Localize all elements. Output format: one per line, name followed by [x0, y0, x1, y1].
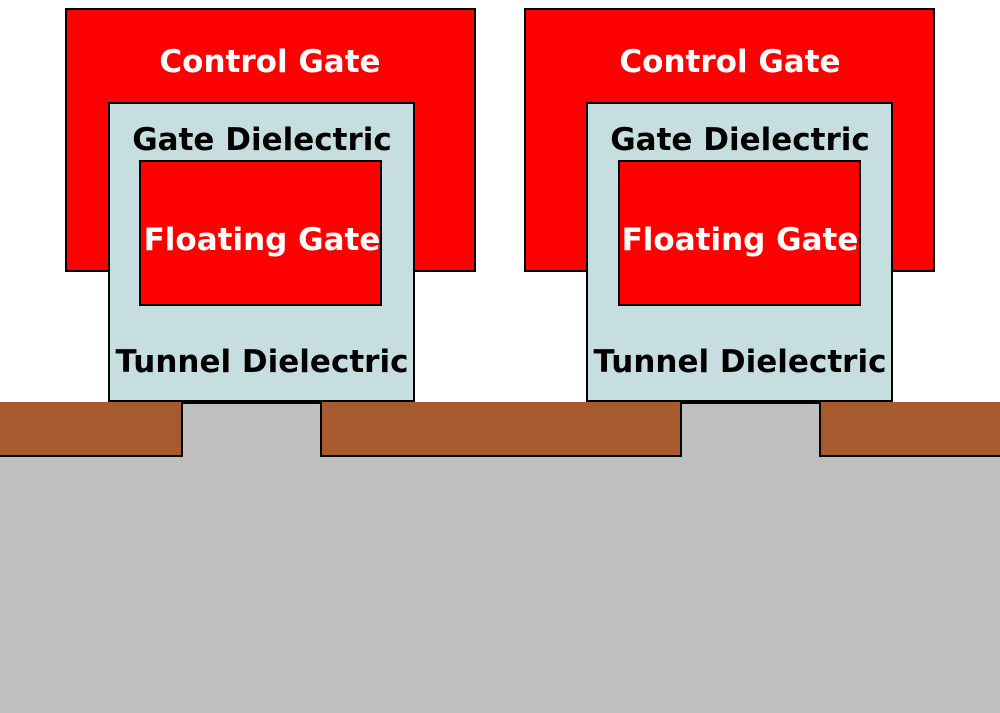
tunnel-dielectric-label: Tunnel Dielectric: [240, 347, 1000, 378]
floating-gate-label: Floating Gate: [240, 225, 1000, 256]
implant-region: [320, 402, 682, 457]
control-gate-label: Control Gate: [230, 47, 1000, 78]
diagram-stage: Control Gate Gate Dielectric Floating Ga…: [0, 0, 1000, 713]
gate-dielectric-label: Gate Dielectric: [240, 125, 1000, 156]
implant-region: [819, 402, 1000, 457]
implant-region: [0, 402, 183, 457]
